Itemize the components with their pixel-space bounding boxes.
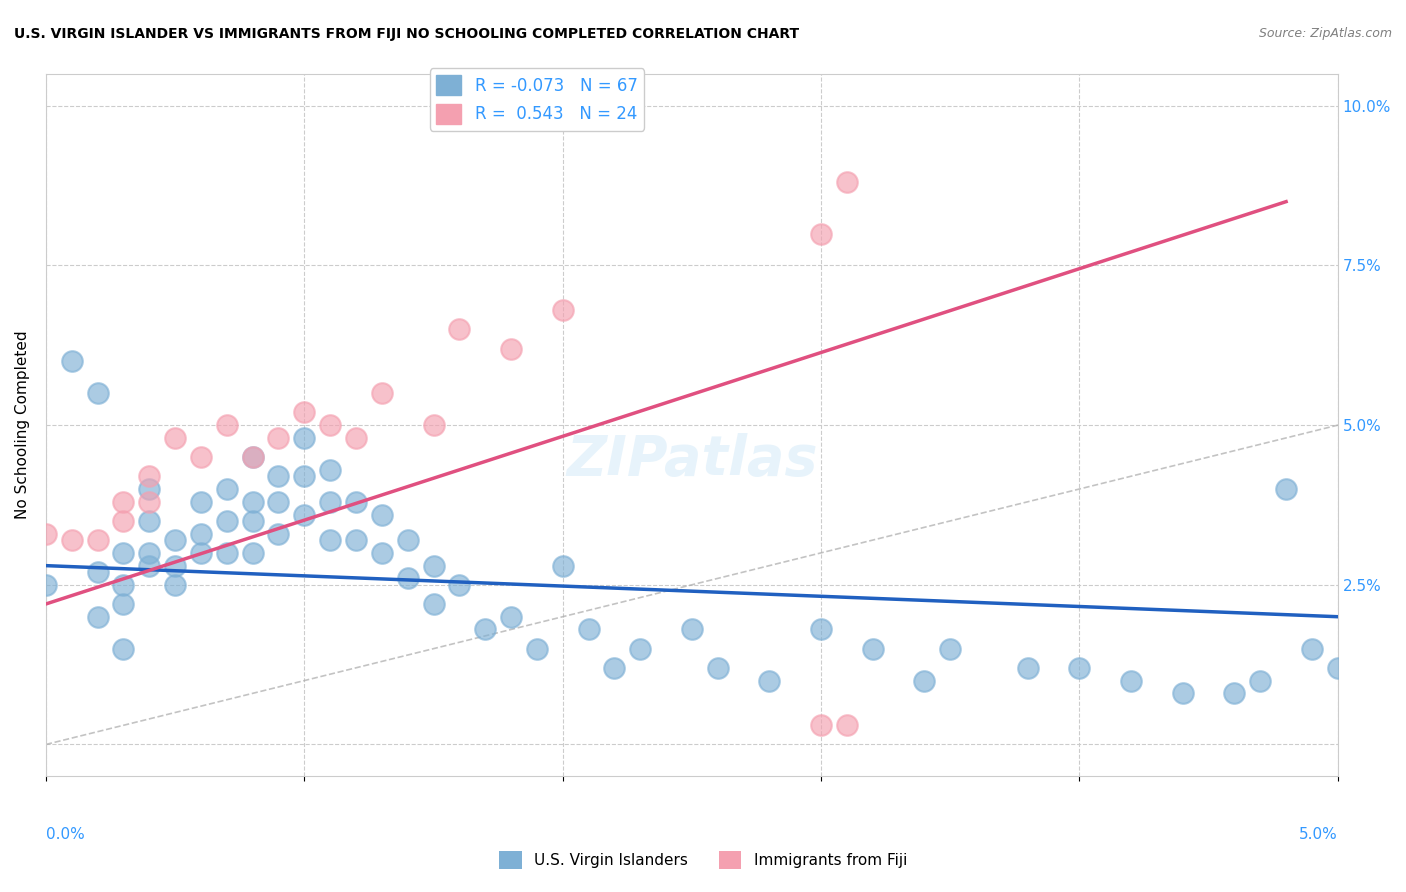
Point [242, 514, 264, 528]
Point [578, 623, 600, 637]
Point [190, 495, 212, 509]
Point [862, 641, 884, 656]
Point [267, 495, 290, 509]
Point [344, 495, 367, 509]
Point [86, 609, 108, 624]
Point [344, 533, 367, 547]
Point [242, 546, 264, 560]
Point [939, 641, 962, 656]
Point [86, 565, 108, 579]
Point [292, 469, 315, 483]
Point [267, 526, 290, 541]
Point [215, 418, 238, 433]
Point [86, 533, 108, 547]
Point [835, 718, 858, 732]
Point [603, 661, 626, 675]
Point [60, 354, 83, 368]
Point [86, 386, 108, 401]
Text: 0.0%: 0.0% [46, 828, 84, 842]
Point [758, 673, 780, 688]
Point [551, 558, 574, 573]
Point [190, 546, 212, 560]
Point [449, 578, 471, 592]
Point [165, 533, 187, 547]
Point [319, 533, 342, 547]
Text: ZIPatlas: ZIPatlas [567, 434, 818, 487]
Point [267, 469, 290, 483]
Point [422, 558, 444, 573]
Point [835, 176, 858, 190]
Point [499, 609, 522, 624]
Point [499, 342, 522, 356]
Point [810, 718, 832, 732]
Point [190, 526, 212, 541]
Point [681, 623, 703, 637]
Point [1069, 661, 1091, 675]
Point [112, 495, 135, 509]
Point [1119, 673, 1142, 688]
Point [1017, 661, 1039, 675]
Text: U.S. VIRGIN ISLANDER VS IMMIGRANTS FROM FIJI NO SCHOOLING COMPLETED CORRELATION : U.S. VIRGIN ISLANDER VS IMMIGRANTS FROM … [14, 27, 799, 41]
Point [112, 514, 135, 528]
Point [165, 578, 187, 592]
Point [242, 450, 264, 464]
Point [449, 322, 471, 336]
Point [371, 546, 394, 560]
Point [1301, 641, 1323, 656]
Point [242, 450, 264, 464]
Point [344, 431, 367, 445]
Point [292, 405, 315, 419]
Text: Source: ZipAtlas.com: Source: ZipAtlas.com [1258, 27, 1392, 40]
Point [319, 495, 342, 509]
Point [112, 578, 135, 592]
Point [112, 597, 135, 611]
Point [422, 597, 444, 611]
Point [319, 463, 342, 477]
Point [912, 673, 935, 688]
Point [138, 482, 160, 496]
Legend: U.S. Virgin Islanders, Immigrants from Fiji: U.S. Virgin Islanders, Immigrants from F… [494, 845, 912, 875]
Point [474, 623, 496, 637]
Point [60, 533, 83, 547]
Point [215, 514, 238, 528]
Point [810, 227, 832, 241]
Point [35, 578, 58, 592]
Point [215, 546, 238, 560]
Point [112, 546, 135, 560]
Point [551, 303, 574, 318]
Point [319, 418, 342, 433]
Legend: R = -0.073   N = 67, R =  0.543   N = 24: R = -0.073 N = 67, R = 0.543 N = 24 [430, 68, 644, 130]
Point [112, 641, 135, 656]
Point [138, 558, 160, 573]
Point [35, 526, 58, 541]
Point [190, 450, 212, 464]
Point [138, 514, 160, 528]
Y-axis label: No Schooling Completed: No Schooling Completed [15, 331, 30, 519]
Point [1326, 661, 1348, 675]
Point [396, 571, 419, 585]
Point [371, 386, 394, 401]
Point [242, 495, 264, 509]
Point [165, 558, 187, 573]
Point [706, 661, 728, 675]
Point [371, 508, 394, 522]
Text: 5.0%: 5.0% [1299, 828, 1337, 842]
Point [292, 508, 315, 522]
Point [1249, 673, 1271, 688]
Point [810, 623, 832, 637]
Point [396, 533, 419, 547]
Point [215, 482, 238, 496]
Point [422, 418, 444, 433]
Point [138, 495, 160, 509]
Point [1223, 686, 1246, 700]
Point [267, 431, 290, 445]
Point [138, 469, 160, 483]
Point [138, 546, 160, 560]
Point [1275, 482, 1298, 496]
Point [165, 431, 187, 445]
Point [1171, 686, 1194, 700]
Point [628, 641, 651, 656]
Point [526, 641, 548, 656]
Point [292, 431, 315, 445]
